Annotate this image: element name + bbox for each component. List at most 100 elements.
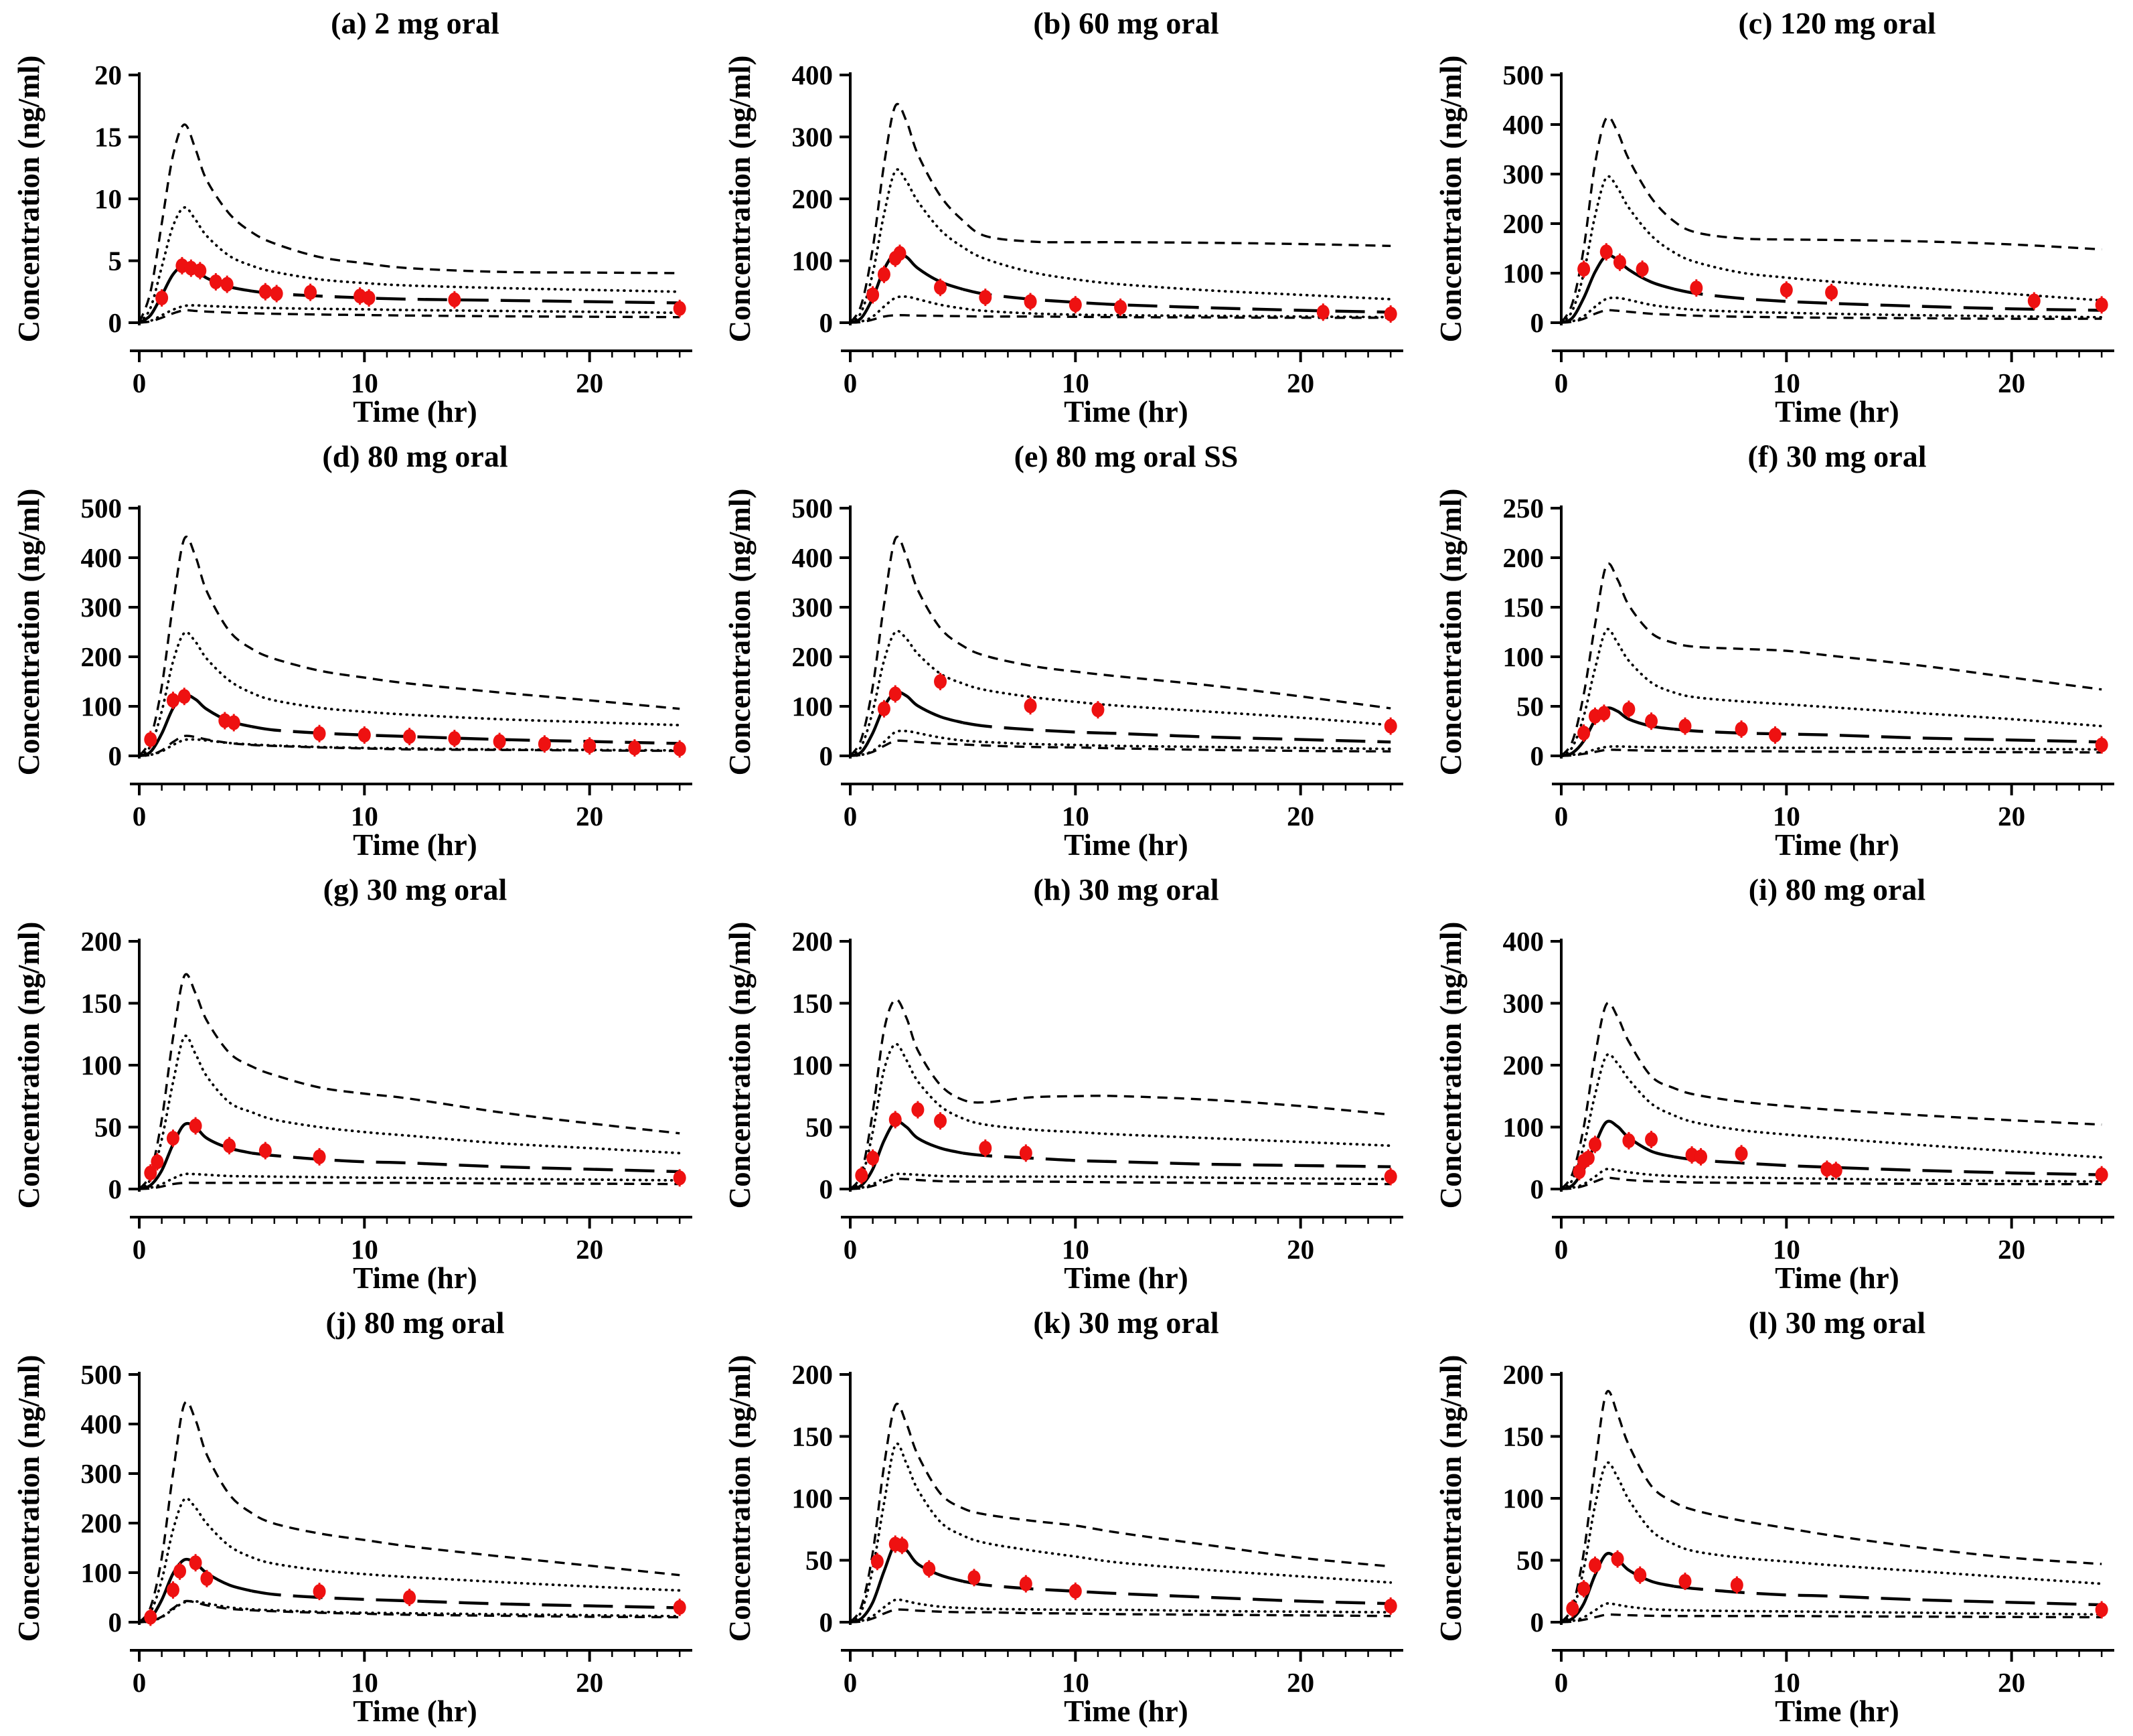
y-tick-label: 400 [81,1409,123,1439]
x-tick-label: 20 [1287,368,1314,398]
series-upper-dashed-line [1560,115,2102,323]
y-tick-label: 200 [792,183,834,214]
observed-point [888,686,902,702]
observed-point [877,701,890,716]
x-tick-label: 20 [576,1234,603,1265]
y-tick-label: 200 [81,641,123,672]
observed-point [1316,305,1330,320]
observed-point [583,738,597,754]
y-tick-label: 500 [1503,60,1545,90]
x-axis-title: Time (hr) [353,1694,477,1728]
x-tick-label: 20 [1998,1234,2025,1265]
x-tick-label: 10 [351,801,378,832]
x-tick-label: 10 [351,368,378,398]
panel-g: (g) 30 mg oral 0 50 100 150 200 Concentration … [0,866,711,1299]
x-tick-label: 0 [844,1667,858,1698]
x-tick-label: 10 [1062,1234,1089,1265]
observed-point [673,1170,686,1186]
observed-points [870,1535,1397,1615]
observed-point [2095,1167,2108,1182]
y-axis-title: Concentration (ng/ml) [12,922,46,1209]
series-upper-dashed-line [1560,1390,2102,1624]
series-upper-dashed-line [849,102,1391,323]
chart-d: (d) 80 mg oral0100200300400500Concentrat… [12,439,692,862]
observed-point [1694,1149,1708,1164]
observed-point [866,1150,880,1166]
observed-point [313,1584,326,1599]
y-tick-label: 150 [792,1421,834,1452]
observed-point [362,291,376,305]
observed-point [2095,737,2108,753]
observed-point [888,1112,902,1127]
observed-point [1622,702,1636,717]
x-tick-label: 0 [133,1667,147,1698]
observed-points [855,1101,1397,1186]
series-median-tail-line [1673,287,2102,312]
y-tick-label: 50 [1516,691,1544,722]
observed-point [448,731,461,746]
x-axis-title: Time (hr) [1064,1694,1188,1728]
series-upper-dashed-line [1560,562,2102,757]
y-axis-title: Concentration (ng/ml) [723,489,757,776]
series-lower-dotted-line [1560,1168,2104,1190]
x-tick-label: 0 [133,1234,147,1265]
y-tick-label: 300 [1503,988,1545,1019]
y-axis-title: Concentration (ng/ml) [1434,922,1468,1209]
series-median-tail-line [962,721,1391,744]
panel-l: (l) 30 mg oral 0 50 100 150 200 Concentration … [1422,1299,2133,1733]
series-median-tail-line [1674,727,2102,744]
observed-point [1019,1146,1032,1161]
chart-b: (b) 60 mg oral0100200300400Concentration… [723,6,1403,428]
chart-l: (l) 30 mg oral050100150200Concentration … [1434,1306,2114,1728]
observed-points [877,673,1397,735]
series-lower-dashed-line [139,1181,680,1190]
y-axis-title: Concentration (ng/ml) [723,1355,757,1642]
chart-e: (e) 80 mg oral SS0100200300400500Concent… [723,439,1403,862]
observed-point [1566,1601,1579,1616]
series-upper-dotted-line [849,1042,1393,1190]
series-upper-dashed-line [849,536,1391,757]
y-tick-label: 100 [792,246,834,277]
observed-point [193,263,207,279]
observed-point [166,1131,179,1146]
observed-point [1780,283,1793,298]
observed-point [1024,294,1037,309]
x-axis-title: Time (hr) [353,1261,477,1295]
y-tick-label: 300 [81,592,123,623]
observed-point [270,286,283,301]
series-lower-dashed-line [850,1608,1391,1624]
series-lower-dashed-line [139,734,680,757]
x-axis-title: Time (hr) [1775,828,1899,862]
y-tick-label: 0 [1530,1174,1545,1204]
y-tick-label: 300 [81,1458,123,1489]
observed-point [934,674,947,689]
observed-points [144,1117,686,1187]
observed-point [1384,307,1397,322]
y-tick-label: 400 [1503,926,1545,957]
observed-point [1611,1551,1624,1567]
x-axis-title: Time (hr) [1064,828,1188,862]
y-tick-label: 5 [108,246,123,277]
panel-title: (l) 30 mg oral [1749,1306,1925,1340]
y-tick-label: 400 [81,542,123,573]
panel-title: (b) 60 mg oral [1033,6,1218,40]
series-lower-dotted-line [138,304,682,324]
y-tick-label: 150 [1503,1421,1545,1452]
observed-point [177,689,191,704]
observed-point [1829,1163,1842,1178]
series-upper-dashed-line [138,536,680,757]
observed-point [144,1165,157,1180]
observed-point [493,734,506,749]
observed-point [1825,285,1838,300]
panel-title: (c) 120 mg oral [1738,6,1936,40]
y-tick-label: 500 [792,493,834,524]
observed-points [1566,1550,2108,1619]
observed-point [151,1154,164,1170]
observed-point [1024,698,1037,714]
observed-point [1613,254,1626,270]
observed-point [1384,1598,1397,1613]
x-tick-label: 20 [1998,801,2025,832]
series-lower-dotted-line [849,729,1393,757]
x-tick-label: 10 [1773,801,1800,832]
series-upper-dashed-line [138,1401,680,1624]
